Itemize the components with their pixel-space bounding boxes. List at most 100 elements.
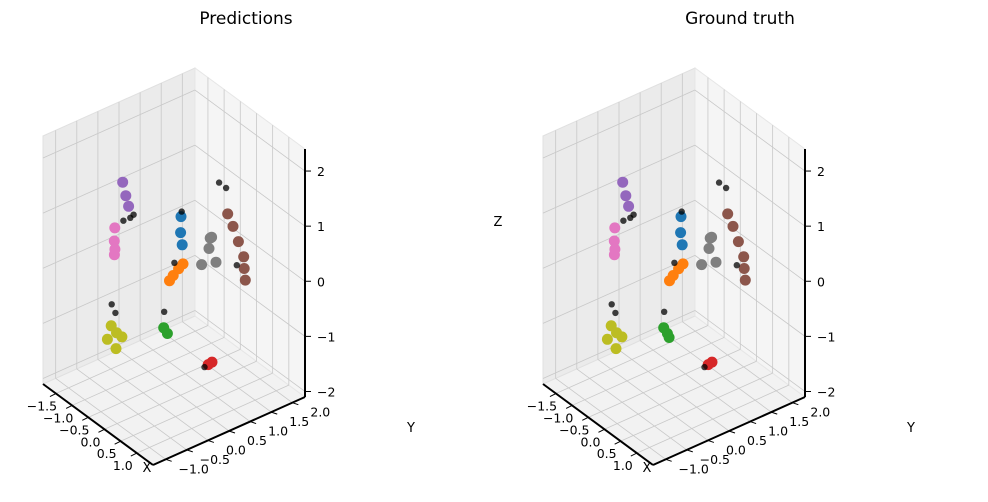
x-tick <box>614 440 621 445</box>
z-tick-label: −1 <box>317 329 335 344</box>
data-point <box>177 258 189 270</box>
data-point <box>616 331 628 343</box>
y-tick <box>686 449 693 453</box>
y-tick-label: −0.5 <box>200 452 230 467</box>
data-point <box>232 236 244 248</box>
data-point <box>203 243 215 254</box>
data-point <box>222 184 230 192</box>
data-point <box>108 235 120 247</box>
data-point <box>664 275 675 287</box>
chart-title: Predictions <box>199 9 292 29</box>
data-point <box>706 231 718 243</box>
gridline <box>576 368 688 451</box>
y-tick-label: 1.0 <box>768 424 788 439</box>
data-point <box>108 301 115 308</box>
x-tick <box>49 393 57 397</box>
data-point <box>620 190 632 202</box>
data-point <box>101 333 113 345</box>
data-point <box>612 309 619 317</box>
data-point <box>210 256 222 268</box>
gridline <box>160 330 272 413</box>
data-point <box>609 243 621 255</box>
x-axis-line <box>542 383 654 466</box>
data-point <box>175 227 187 239</box>
gridline <box>555 378 666 460</box>
x-axis-label: X <box>643 461 652 476</box>
x-tick-label: −1.5 <box>27 399 57 414</box>
x-tick-label: 1.0 <box>613 458 633 473</box>
data-point <box>671 259 678 266</box>
x-tick-label: 1.0 <box>113 458 133 473</box>
x-tick <box>598 428 605 433</box>
data-point <box>696 259 708 271</box>
gridline <box>694 199 806 282</box>
gridline <box>55 378 166 460</box>
x-tick-label: −0.5 <box>59 422 89 437</box>
data-point <box>710 256 722 268</box>
y-tick-label: −1.0 <box>678 461 708 476</box>
data-point <box>601 333 613 345</box>
data-point <box>171 259 178 266</box>
data-point <box>109 222 121 234</box>
x-tick <box>549 393 557 397</box>
x-tick <box>565 404 573 409</box>
gridline <box>542 89 696 159</box>
gridline <box>194 310 306 392</box>
z-tick-label: −1 <box>817 329 835 344</box>
data-point <box>706 356 718 368</box>
z-tick-label: −2 <box>317 384 335 399</box>
x-tick <box>630 452 638 457</box>
z-tick-label: −2 <box>817 384 835 399</box>
y-tick <box>792 402 799 406</box>
gridline <box>694 89 806 172</box>
y-tick <box>771 411 778 415</box>
y-tick <box>228 430 236 434</box>
chart-title: Ground truth <box>685 9 795 29</box>
data-point <box>738 263 750 274</box>
x-tick <box>82 416 89 421</box>
y-tick <box>271 411 278 415</box>
x-axis-label: X <box>143 461 152 476</box>
data-point <box>238 251 250 263</box>
data-point <box>715 179 723 186</box>
y-tick <box>186 449 193 453</box>
y-tick-label: −0.5 <box>700 452 730 467</box>
gridline <box>194 255 306 337</box>
x-tick <box>582 416 589 421</box>
y-tick <box>728 430 736 434</box>
data-point <box>630 211 637 218</box>
subplot-ground-truth: Ground truth −1.5−1.0−0.50.00.51.0 −1.0−0… <box>527 9 915 476</box>
data-point <box>676 239 688 251</box>
x-tick-label: −1.0 <box>543 410 573 425</box>
data-point <box>617 176 629 188</box>
data-point <box>176 239 188 251</box>
y-tick <box>207 439 215 443</box>
y-tick-label: 1.5 <box>289 414 309 429</box>
data-point <box>663 332 675 343</box>
y-tick-label: 0.5 <box>247 433 267 448</box>
gridline <box>597 359 709 441</box>
gridline <box>660 330 772 413</box>
z-tick-label: 0 <box>817 274 825 289</box>
x-tick-label: 0.5 <box>97 446 117 461</box>
data-point <box>109 243 121 255</box>
data-point <box>116 331 128 343</box>
data-point <box>130 211 137 218</box>
y-tick-label: 2.0 <box>310 405 330 420</box>
data-point <box>239 274 251 286</box>
data-point <box>117 176 129 188</box>
gridline <box>97 359 209 441</box>
data-point <box>112 309 119 317</box>
gridline <box>194 144 306 227</box>
y-axis-label: Y <box>906 421 915 436</box>
x-tick-label: 0.0 <box>81 434 101 449</box>
x-tick-label: −1.5 <box>527 399 557 414</box>
gridline <box>694 310 806 392</box>
data-point <box>227 220 239 232</box>
z-axis-label: Z <box>494 215 503 230</box>
gridline <box>639 340 751 422</box>
x-tick-label: −1.0 <box>43 410 73 425</box>
data-point <box>161 308 168 315</box>
gridline <box>182 321 293 403</box>
y-tick <box>292 402 299 406</box>
